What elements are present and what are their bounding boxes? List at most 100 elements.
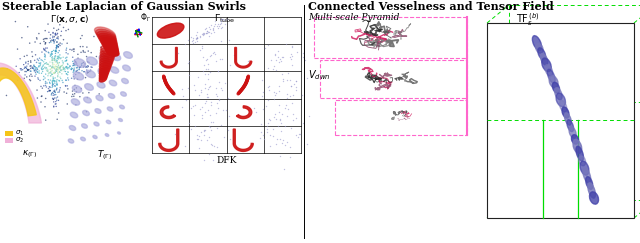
Ellipse shape bbox=[106, 120, 111, 124]
Ellipse shape bbox=[547, 69, 555, 83]
Point bbox=[50, 70, 60, 74]
Point bbox=[36, 85, 46, 88]
Point bbox=[211, 59, 221, 63]
Point bbox=[37, 68, 47, 71]
Point bbox=[214, 57, 225, 61]
Point bbox=[32, 57, 42, 61]
Point bbox=[21, 70, 31, 74]
Point bbox=[44, 70, 54, 74]
Point bbox=[44, 64, 54, 68]
Point bbox=[52, 65, 63, 69]
Ellipse shape bbox=[586, 177, 593, 189]
Point bbox=[31, 68, 41, 72]
Ellipse shape bbox=[100, 48, 115, 58]
Point bbox=[40, 48, 50, 52]
Point bbox=[52, 56, 63, 60]
Point bbox=[219, 135, 229, 139]
Ellipse shape bbox=[86, 70, 95, 78]
Point bbox=[47, 50, 57, 54]
Point bbox=[49, 93, 60, 97]
Point bbox=[55, 65, 65, 69]
Point bbox=[208, 27, 218, 31]
Point bbox=[52, 60, 62, 64]
Ellipse shape bbox=[98, 33, 116, 43]
Point bbox=[283, 107, 293, 111]
Point bbox=[282, 140, 292, 144]
Point bbox=[184, 122, 194, 125]
Point bbox=[287, 54, 297, 58]
Point bbox=[53, 51, 63, 55]
Point bbox=[186, 127, 196, 131]
Point bbox=[46, 52, 56, 55]
Point bbox=[53, 61, 63, 65]
Point bbox=[43, 74, 53, 78]
Point bbox=[81, 55, 92, 59]
Point bbox=[264, 84, 275, 88]
Point bbox=[49, 65, 60, 69]
Point bbox=[49, 48, 59, 52]
Point bbox=[274, 84, 284, 88]
Point bbox=[170, 132, 180, 136]
Point bbox=[45, 53, 56, 57]
Point bbox=[63, 62, 73, 66]
Point bbox=[191, 33, 202, 37]
Point bbox=[282, 114, 292, 118]
Point bbox=[42, 62, 52, 66]
Point bbox=[22, 53, 32, 57]
Point bbox=[51, 100, 61, 104]
Ellipse shape bbox=[72, 86, 82, 93]
Point bbox=[51, 59, 61, 63]
Point bbox=[66, 67, 76, 71]
Point bbox=[39, 39, 49, 43]
Point bbox=[51, 65, 61, 69]
Ellipse shape bbox=[532, 36, 541, 50]
Point bbox=[192, 138, 202, 141]
Point bbox=[61, 51, 71, 55]
Point bbox=[69, 77, 79, 81]
Point bbox=[45, 89, 55, 93]
Point bbox=[206, 31, 216, 35]
Point bbox=[95, 63, 106, 67]
Point bbox=[44, 41, 54, 45]
Point bbox=[71, 86, 81, 90]
Point bbox=[47, 72, 57, 76]
Point bbox=[282, 96, 292, 100]
Point bbox=[68, 62, 78, 66]
Point bbox=[52, 33, 62, 37]
Point bbox=[48, 34, 58, 38]
Point bbox=[60, 59, 70, 63]
Point bbox=[270, 53, 280, 57]
Point bbox=[45, 89, 55, 93]
Point bbox=[51, 48, 61, 52]
Point bbox=[68, 49, 79, 53]
Point bbox=[51, 50, 61, 53]
Point bbox=[33, 70, 43, 74]
Point bbox=[49, 104, 59, 108]
Point bbox=[210, 52, 220, 56]
Point bbox=[57, 78, 67, 82]
Point bbox=[54, 56, 65, 60]
Point bbox=[213, 69, 223, 73]
Point bbox=[298, 55, 308, 59]
Point bbox=[68, 70, 78, 74]
Point bbox=[83, 65, 93, 69]
Point bbox=[58, 38, 68, 42]
Point bbox=[42, 69, 52, 72]
Point bbox=[216, 19, 226, 23]
Point bbox=[49, 71, 59, 75]
Point bbox=[10, 20, 20, 24]
Point bbox=[49, 89, 60, 93]
Point bbox=[191, 36, 202, 40]
Point bbox=[73, 52, 83, 56]
Polygon shape bbox=[159, 129, 179, 151]
Point bbox=[49, 100, 59, 104]
Point bbox=[17, 36, 27, 40]
Point bbox=[55, 41, 65, 45]
Point bbox=[68, 63, 79, 67]
Point bbox=[212, 106, 223, 110]
Point bbox=[69, 66, 79, 70]
Point bbox=[216, 21, 226, 25]
Point bbox=[47, 92, 57, 95]
Point bbox=[223, 128, 233, 132]
Ellipse shape bbox=[71, 99, 80, 105]
